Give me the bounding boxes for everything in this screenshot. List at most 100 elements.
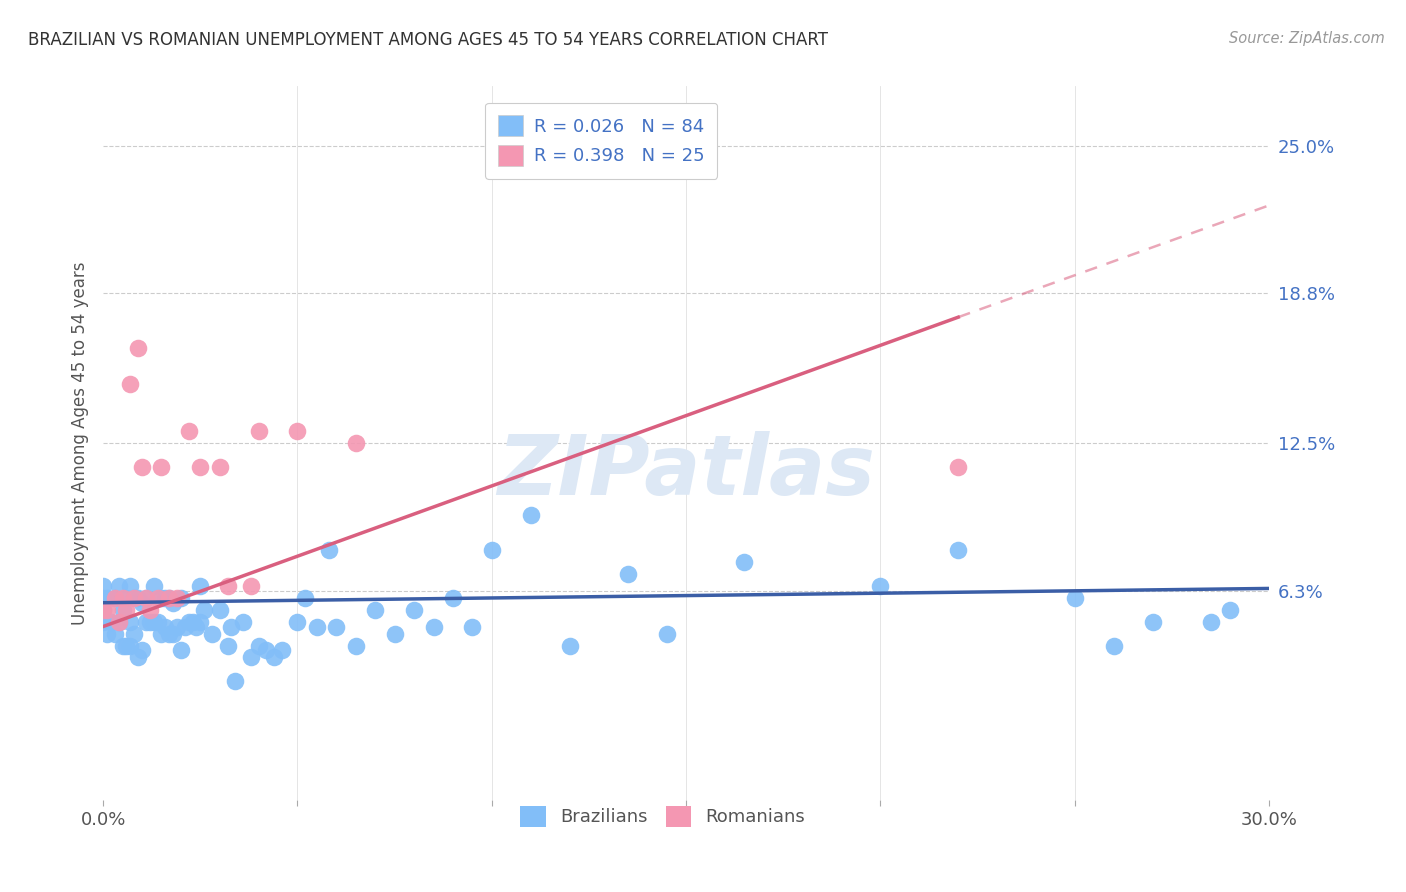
Point [239,650,262,665]
Point [157,591,180,605]
Point [91,591,114,605]
Point [201,626,224,640]
Point [127,341,149,355]
Point [162,596,184,610]
Y-axis label: Unemployment Among Ages 45 to 54 years: Unemployment Among Ages 45 to 54 years [72,261,89,625]
Point [146,615,169,629]
Point [294,591,316,605]
Point [139,615,162,629]
Point [948,460,970,475]
Point [131,596,153,610]
Point [441,591,464,605]
Point [107,579,129,593]
Point [193,603,215,617]
Point [170,591,193,605]
Point [104,626,127,640]
Point [107,615,129,629]
Point [131,643,153,657]
Point [232,615,254,629]
Point [208,603,231,617]
Point [224,674,246,689]
Point [1102,639,1125,653]
Point [107,615,129,629]
Point [104,591,127,605]
Point [617,567,640,582]
Point [344,639,367,653]
Point [188,579,211,593]
Point [111,591,134,605]
Point [177,425,200,439]
Point [325,619,347,633]
Point [217,639,239,653]
Point [122,591,145,605]
Point [155,619,177,633]
Point [91,603,114,617]
Point [186,619,208,633]
Point [122,591,145,605]
Point [150,460,173,475]
Point [318,543,340,558]
Point [104,591,127,605]
Point [869,579,891,593]
Point [135,591,157,605]
Point [127,591,149,605]
Point [91,579,114,593]
Point [247,425,270,439]
Point [1063,591,1085,605]
Point [1142,615,1164,629]
Point [139,603,162,617]
Point [1219,603,1241,617]
Point [519,508,541,522]
Point [247,639,270,653]
Text: BRAZILIAN VS ROMANIAN UNEMPLOYMENT AMONG AGES 45 TO 54 YEARS CORRELATION CHART: BRAZILIAN VS ROMANIAN UNEMPLOYMENT AMONG… [28,31,828,49]
Point [221,619,243,633]
Point [115,603,138,617]
Point [96,626,118,640]
Point [655,626,678,640]
Point [217,579,239,593]
Point [344,436,367,450]
Point [115,639,138,653]
Point [188,615,211,629]
Point [146,591,169,605]
Point [150,591,173,605]
Point [111,639,134,653]
Legend: Brazilians, Romanians: Brazilians, Romanians [513,798,813,834]
Point [239,579,262,593]
Point [181,615,204,629]
Point [364,603,387,617]
Point [120,579,142,593]
Point [131,460,153,475]
Point [173,619,195,633]
Point [155,591,177,605]
Point [948,543,970,558]
Point [305,619,328,633]
Point [120,615,142,629]
Point [166,619,188,633]
Point [91,615,114,629]
Point [404,603,426,617]
Point [157,626,180,640]
Point [96,591,118,605]
Text: Source: ZipAtlas.com: Source: ZipAtlas.com [1229,31,1385,46]
Point [91,603,114,617]
Point [120,639,142,653]
Point [100,615,122,629]
Point [157,591,180,605]
Point [263,650,285,665]
Point [481,543,503,558]
Point [122,626,145,640]
Point [733,555,755,569]
Point [111,603,134,617]
Point [422,619,444,633]
Point [384,626,406,640]
Point [142,615,165,629]
Point [271,643,294,657]
Point [558,639,581,653]
Point [135,615,157,629]
Point [162,626,184,640]
Point [115,591,138,605]
Point [287,425,309,439]
Point [208,460,231,475]
Point [461,619,484,633]
